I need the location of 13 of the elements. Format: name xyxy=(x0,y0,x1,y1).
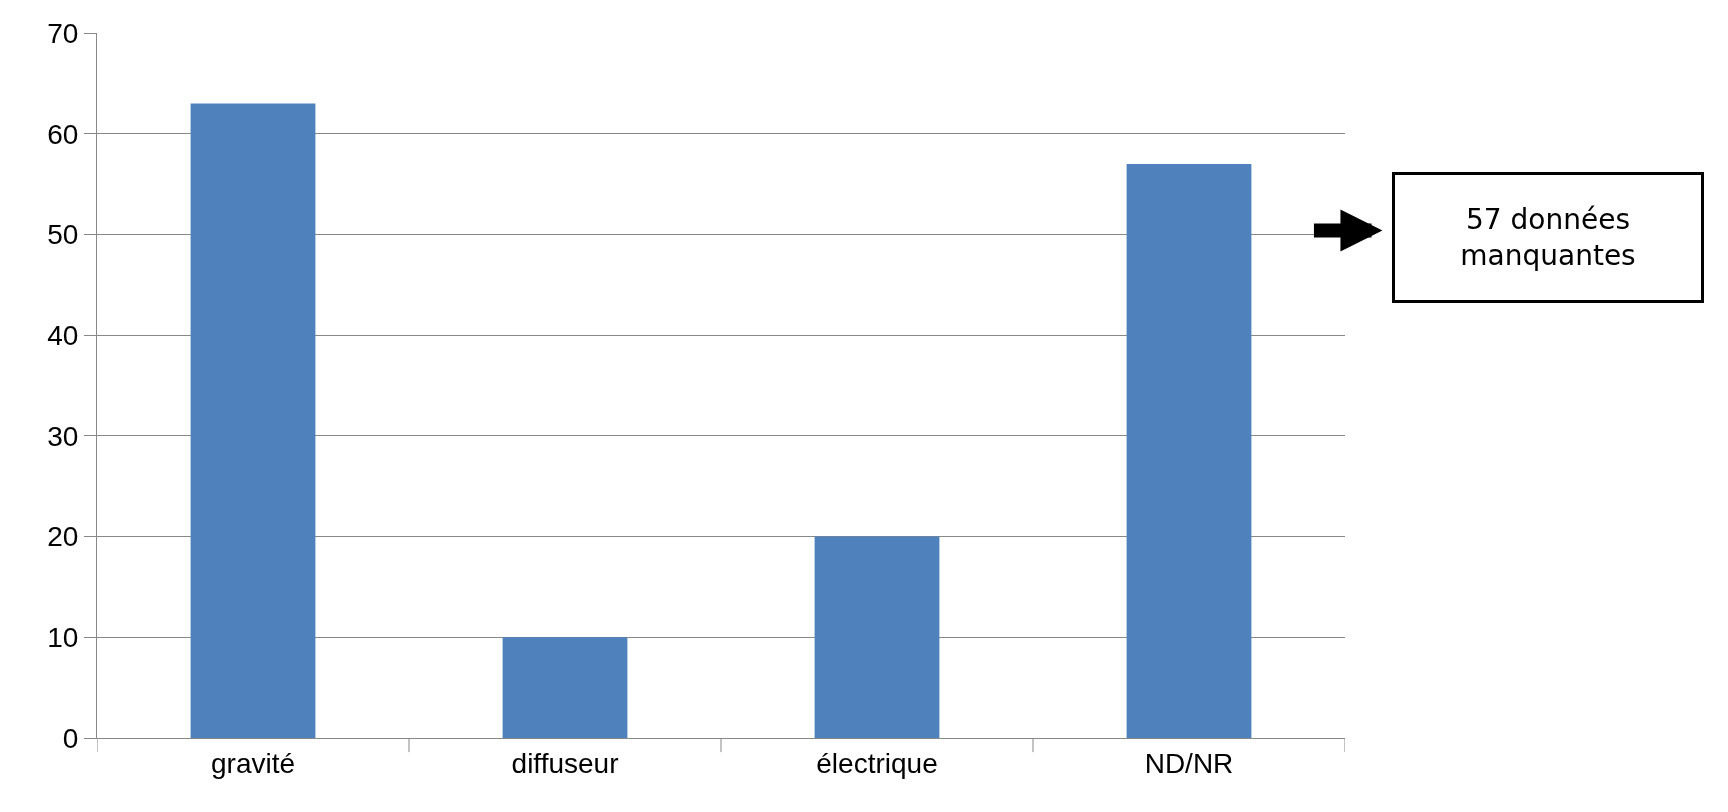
y-tick-label: 30 xyxy=(47,420,79,452)
x-tick-label: gravité xyxy=(210,747,296,779)
y-tick-label: 0 xyxy=(62,722,79,754)
y-tick-label: 70 xyxy=(47,17,79,49)
x-tick-label: diffuseur xyxy=(511,747,619,779)
y-tick-label: 60 xyxy=(47,118,79,150)
y-tick-label: 40 xyxy=(47,319,79,351)
x-tick-label: électrique xyxy=(816,747,938,779)
y-tick-label: 50 xyxy=(47,219,79,251)
y-tick-label: 20 xyxy=(47,521,79,553)
x-tick-label: ND/NR xyxy=(1144,747,1234,779)
text: 57 données manquantes xyxy=(1460,203,1636,273)
y-tick-label: 10 xyxy=(47,622,79,654)
